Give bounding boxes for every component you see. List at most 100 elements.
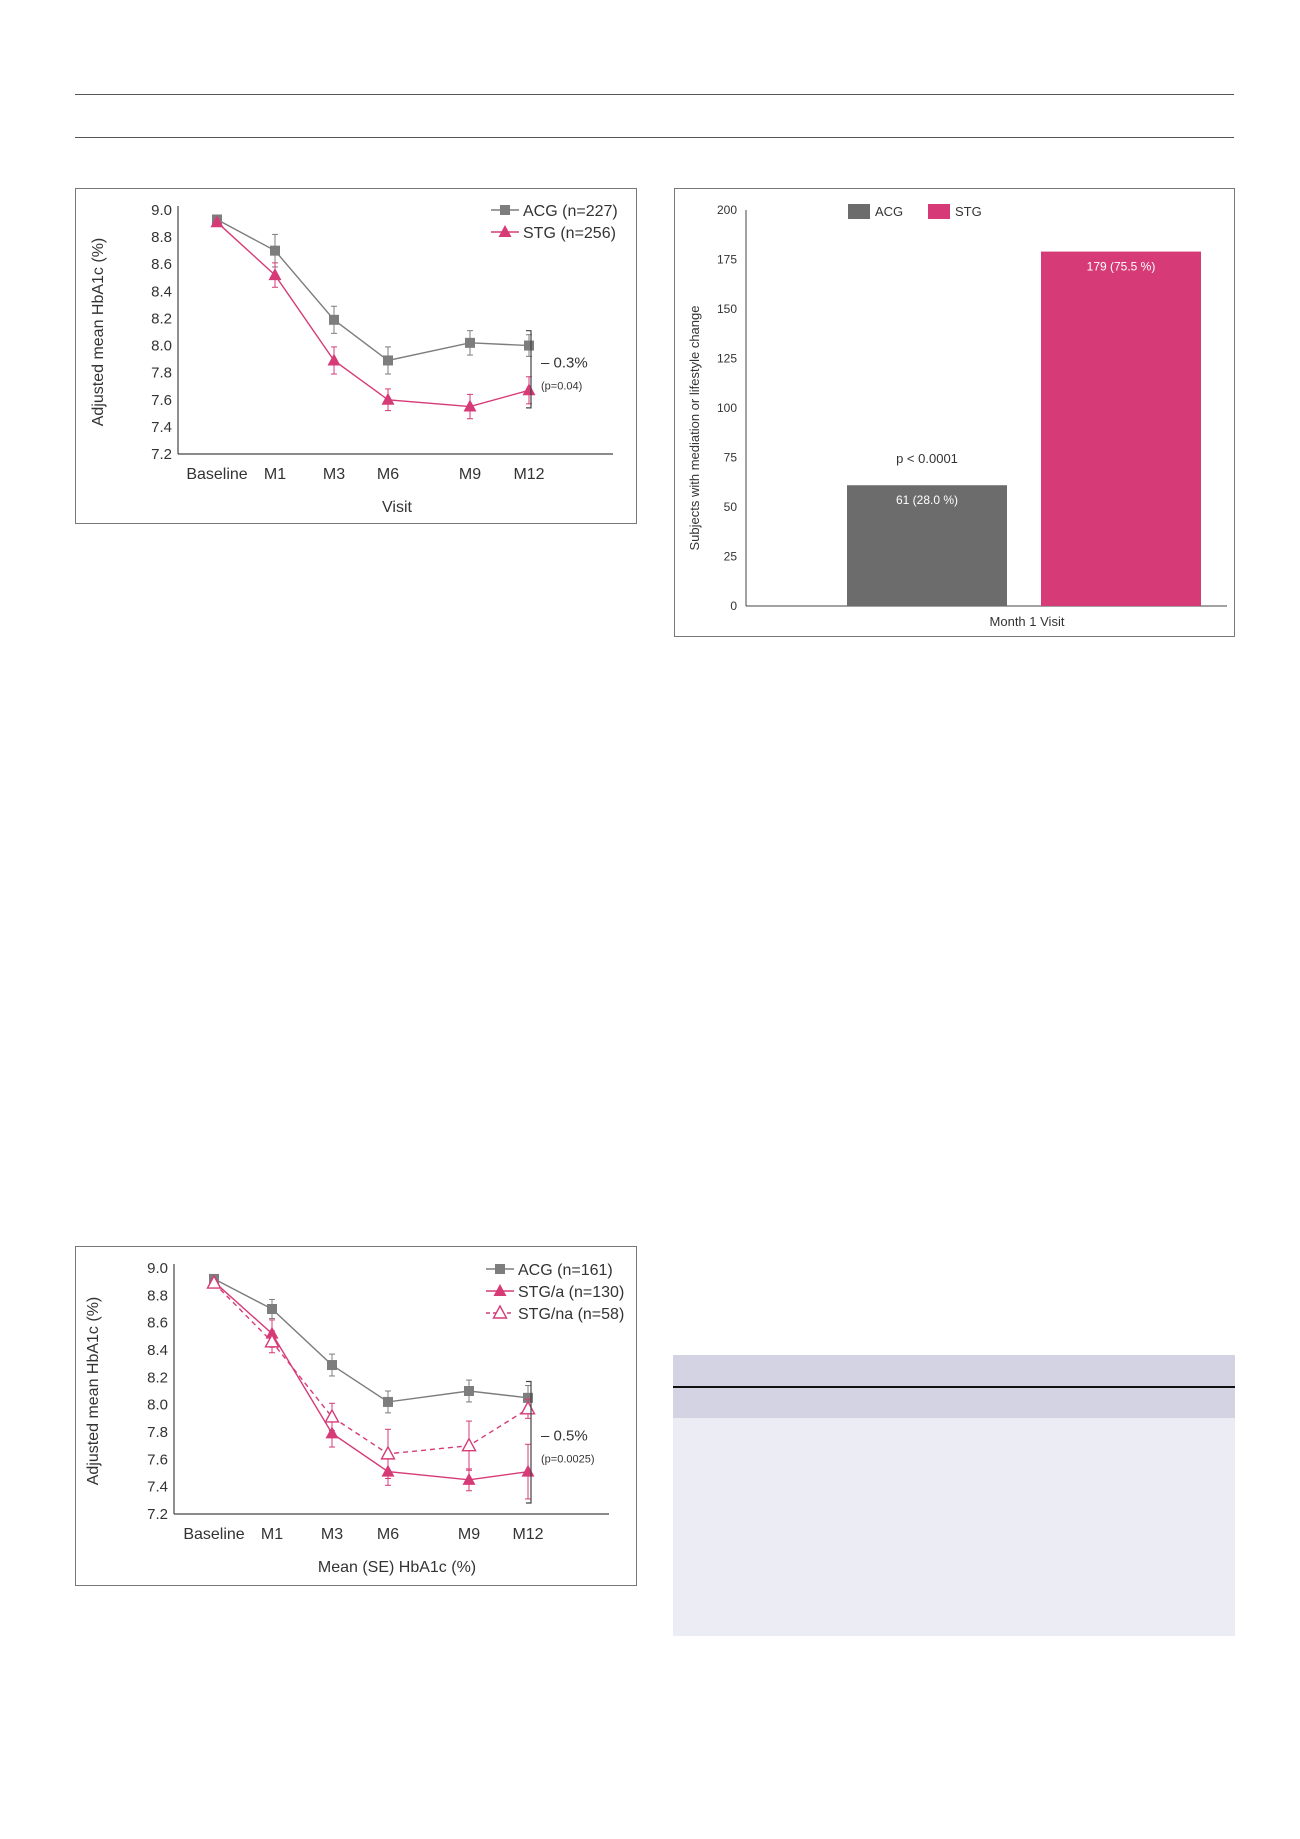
legend-marker — [500, 205, 510, 215]
data-point — [520, 1400, 536, 1415]
x-tick-label: Baseline — [186, 466, 247, 483]
data-point — [210, 215, 224, 228]
legend-marker — [498, 225, 512, 237]
legend-marker — [495, 1264, 505, 1274]
x-tick-label: M12 — [513, 466, 544, 483]
p-value-label: (p=0.04) — [541, 380, 582, 392]
y-tick-label: 200 — [717, 203, 737, 217]
difference-label: – 0.3% — [541, 354, 588, 371]
y-tick-label: 100 — [717, 401, 737, 415]
x-tick-label: M9 — [458, 1526, 480, 1543]
x-axis-title: Visit — [382, 499, 412, 516]
subjects-bar-chart: 200 175 150 125 100 75 50 25 0 61 (28.0 %) 179 (75… — [674, 188, 1235, 637]
x-tick-label: Baseline — [183, 1526, 244, 1543]
series-line — [213, 1282, 529, 1455]
y-tick-label: 8.8 — [151, 229, 172, 246]
y-axis-title: Subjects with mediation or lifestyle cha… — [687, 306, 702, 551]
header-rule-bottom — [75, 137, 1234, 138]
y-tick-label: 0 — [730, 599, 737, 613]
y-tick-label: 8.2 — [151, 310, 172, 327]
y-tick-label: 9.0 — [147, 1260, 168, 1277]
y-tick-label: 8.6 — [147, 1315, 168, 1332]
x-tick-label: M9 — [459, 466, 481, 483]
y-tick-label: 7.2 — [147, 1506, 168, 1523]
data-point — [267, 1304, 277, 1314]
data-point — [264, 1333, 280, 1348]
data-point — [463, 399, 477, 412]
legend-label: ACG (n=227) — [523, 203, 618, 220]
y-tick-label: 7.2 — [151, 446, 172, 463]
y-tick-label: 7.4 — [147, 1479, 168, 1496]
y-tick-label: 25 — [724, 550, 738, 564]
legend-marker — [493, 1284, 507, 1296]
legend-label: STG/a (n=130) — [518, 1284, 624, 1301]
x-tick-label: M12 — [512, 1526, 543, 1543]
x-axis-title: Month 1 Visit — [990, 614, 1065, 629]
legend-swatch — [848, 204, 870, 219]
x-tick-label: M3 — [321, 1526, 343, 1543]
p-value-label: p < 0.0001 — [896, 451, 958, 466]
legend-marker — [492, 1304, 508, 1319]
table-block — [673, 1355, 1235, 1636]
series-line — [213, 1278, 529, 1403]
bar-acg — [847, 485, 1007, 606]
table-body — [673, 1418, 1235, 1636]
series-line — [216, 221, 530, 408]
y-tick-label: 7.6 — [151, 392, 172, 409]
data-point — [325, 1426, 339, 1439]
y-tick-label: 125 — [717, 352, 737, 366]
legend-swatch — [928, 204, 950, 219]
x-tick-label: M6 — [377, 1526, 399, 1543]
hba1c-line-chart-top: 9.0 8.8 8.6 8.4 8.2 8.0 7.8 7.6 7.4 7.2 Baseline M1… — [75, 188, 637, 524]
y-tick-label: 8.0 — [147, 1397, 168, 1414]
subjects-bar-chart-svg: 200 175 150 125 100 75 50 25 0 61 (28.0 %) 179 (75… — [687, 203, 1227, 629]
p-value-label: (p=0.0025) — [541, 1453, 595, 1465]
data-point — [327, 353, 341, 366]
y-tick-label: 7.8 — [151, 365, 172, 382]
series-line — [216, 218, 530, 362]
data-point — [381, 392, 395, 405]
x-tick-label: M6 — [377, 466, 399, 483]
data-point — [465, 337, 475, 348]
series-line — [213, 1281, 529, 1481]
y-tick-label: 8.4 — [151, 283, 172, 300]
data-point — [521, 1464, 535, 1477]
y-tick-label: 50 — [724, 500, 738, 514]
y-tick-label: 8.6 — [151, 256, 172, 273]
y-axis-title: Adjusted mean HbA1c (%) — [90, 238, 107, 427]
y-tick-label: 175 — [717, 253, 737, 267]
data-point — [270, 245, 280, 256]
y-tick-label: 150 — [717, 302, 737, 316]
data-point — [523, 1392, 533, 1403]
difference-label: – 0.5% — [541, 1427, 588, 1444]
y-tick-label: 7.4 — [151, 419, 172, 436]
data-point — [268, 268, 282, 281]
x-tick-label: M3 — [323, 466, 345, 483]
y-tick-label: 8.8 — [147, 1287, 168, 1304]
bar-data-label: 61 (28.0 %) — [896, 493, 958, 507]
hba1c-line-chart-bottom: 9.0 8.8 8.6 8.4 8.2 8.0 7.8 7.6 7.4 7.2 Baseline M1… — [75, 1246, 637, 1586]
header-rule-top — [75, 94, 1234, 95]
x-tick-label: M1 — [261, 1526, 283, 1543]
hba1c-line-chart-top-svg: 9.0 8.8 8.6 8.4 8.2 8.0 7.8 7.6 7.4 7.2 Baseline M1… — [90, 202, 618, 516]
y-tick-label: 7.8 — [147, 1424, 168, 1441]
legend-label: STG — [955, 204, 982, 219]
x-axis-title: Mean (SE) HbA1c (%) — [318, 1559, 476, 1576]
data-point — [380, 1445, 396, 1460]
data-point — [383, 1396, 393, 1407]
bar-stg — [1041, 251, 1201, 606]
y-tick-label: 8.4 — [147, 1342, 168, 1359]
y-tick-label: 8.0 — [151, 338, 172, 355]
difference-bracket — [526, 1380, 532, 1504]
legend-label: ACG — [875, 204, 903, 219]
table-header-rule — [673, 1386, 1235, 1388]
data-point — [324, 1408, 340, 1423]
data-point — [524, 340, 534, 351]
y-tick-label: 8.2 — [147, 1369, 168, 1386]
bar-data-label: 179 (75.5 %) — [1087, 260, 1156, 274]
y-tick-label: 7.6 — [147, 1451, 168, 1468]
data-point — [522, 383, 536, 396]
data-point — [464, 1386, 474, 1396]
x-tick-label: M1 — [264, 466, 286, 483]
hba1c-line-chart-bottom-svg: 9.0 8.8 8.6 8.4 8.2 8.0 7.8 7.6 7.4 7.2 Baseline M1… — [85, 1260, 624, 1576]
